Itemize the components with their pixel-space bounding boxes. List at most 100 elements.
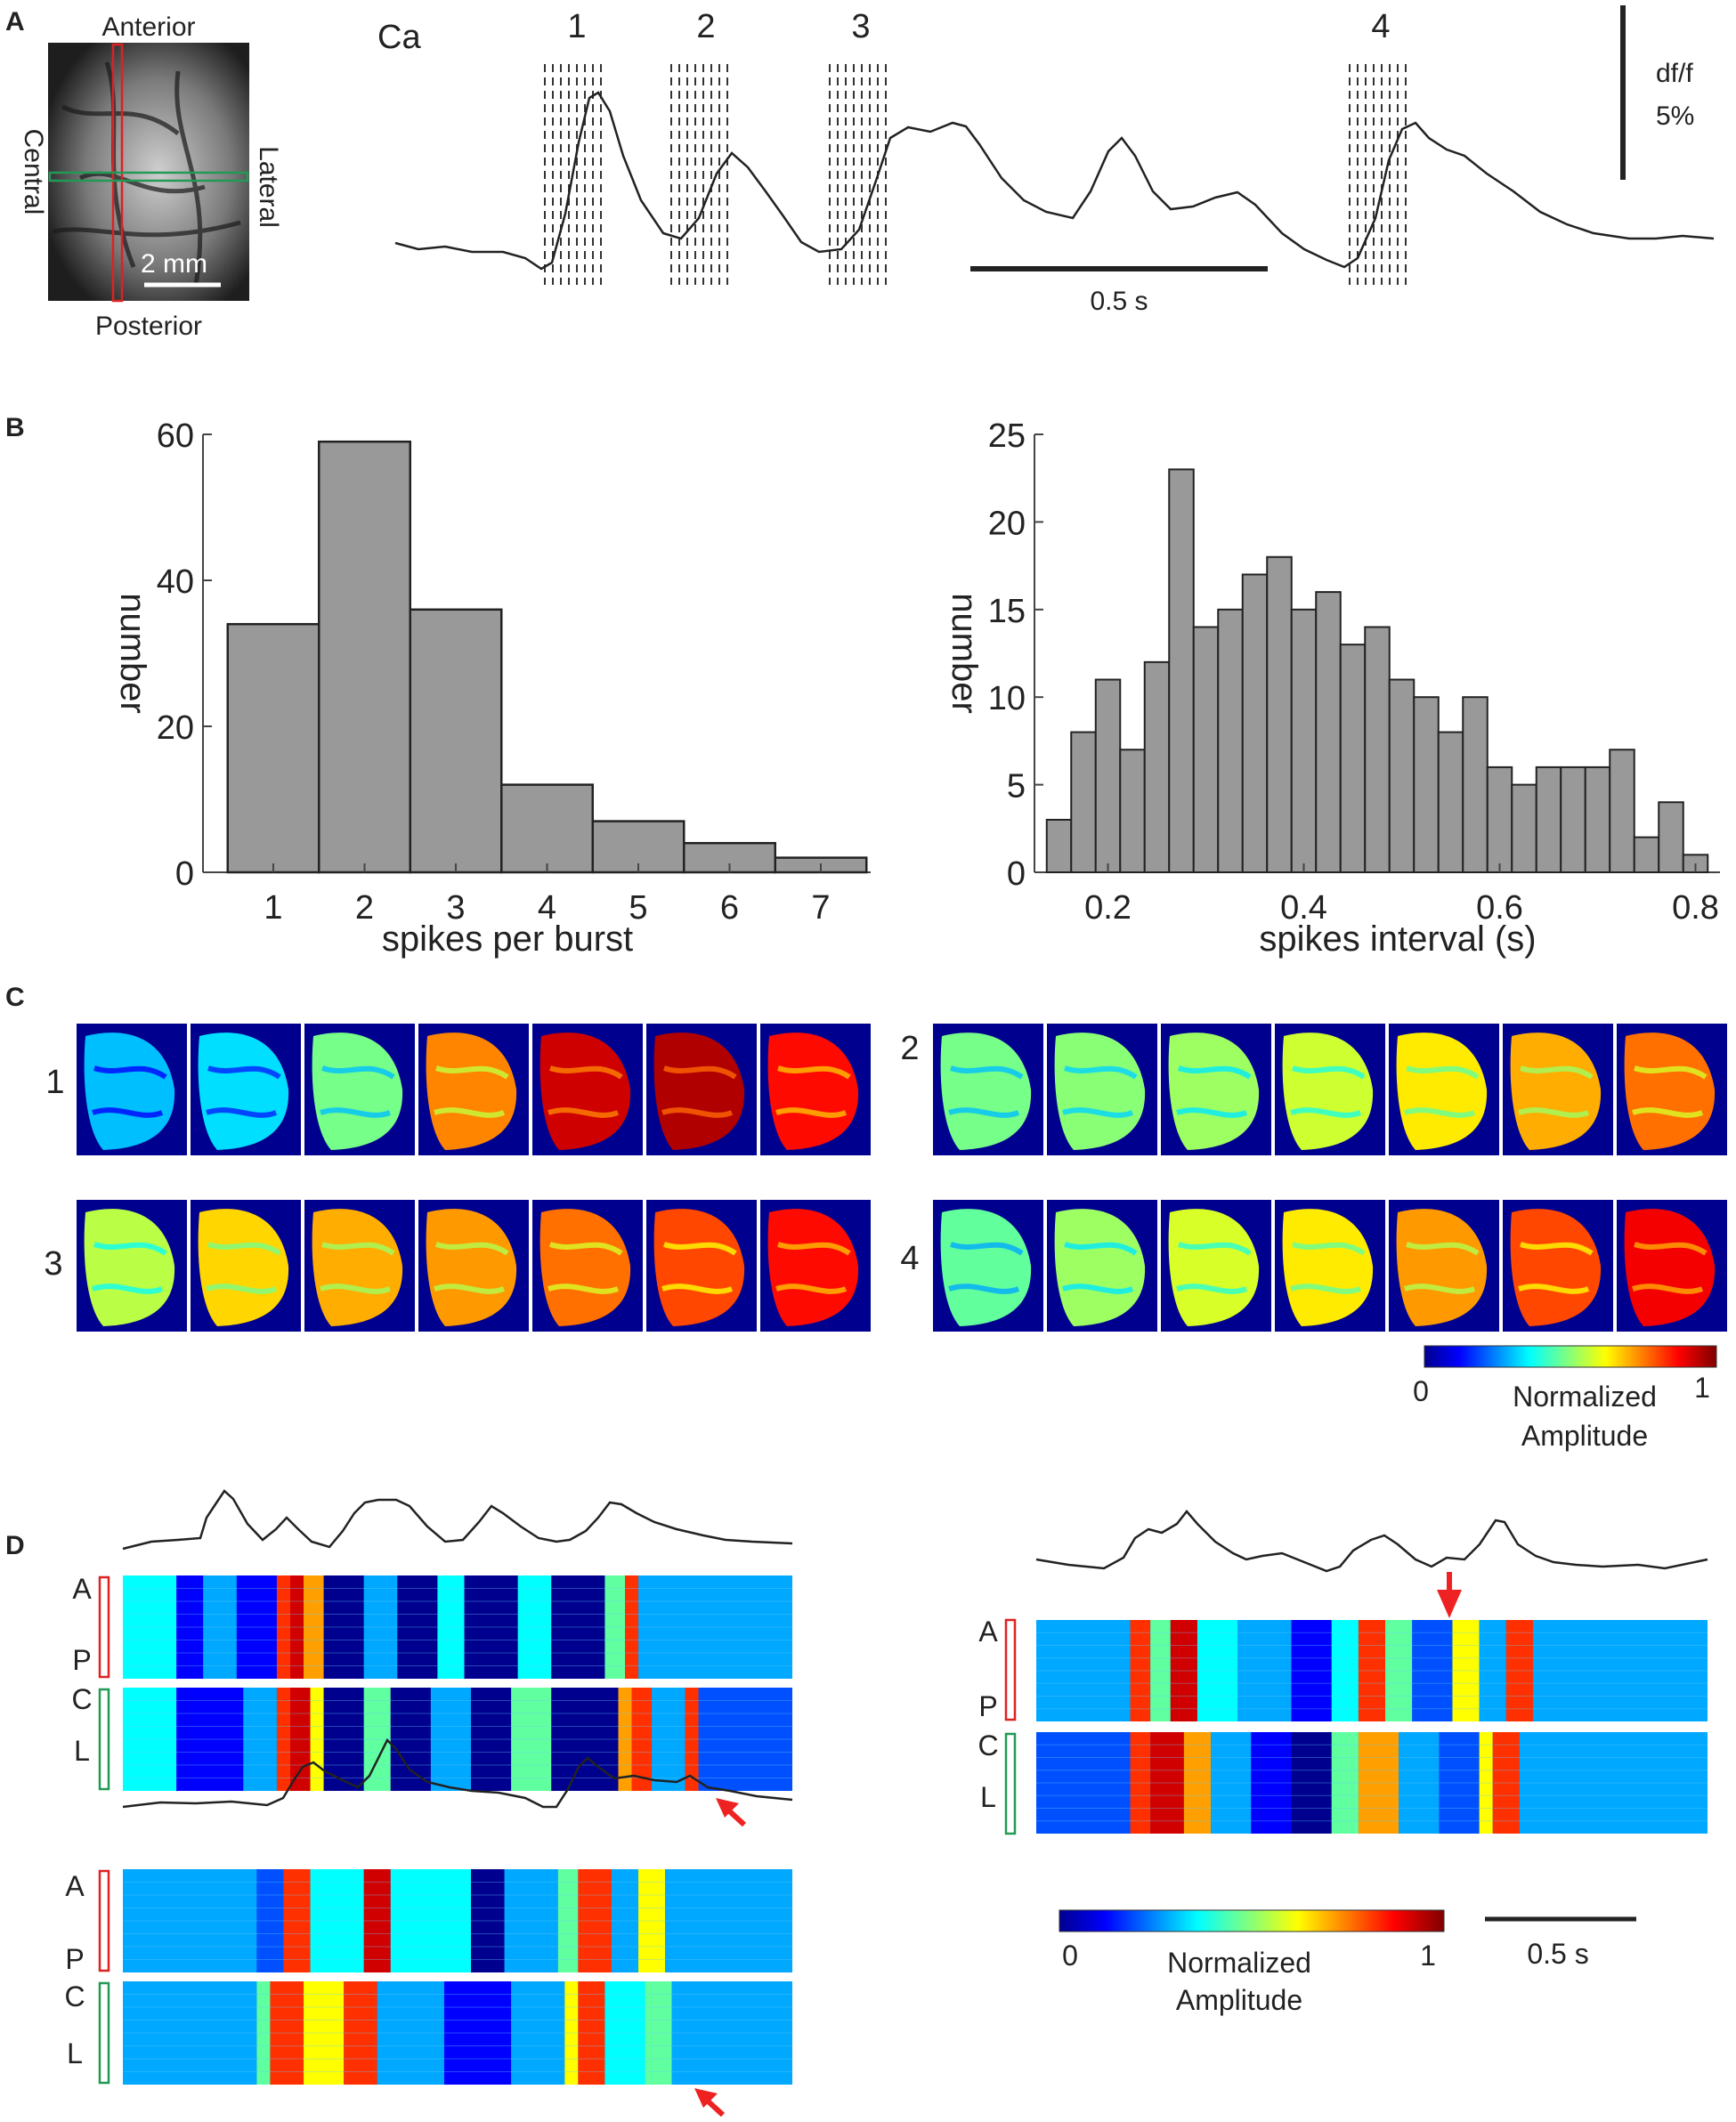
d3-cl-map-stripe-1 bbox=[1036, 1732, 1131, 1834]
d2-cl-map-stripe-3 bbox=[270, 1981, 304, 2085]
d1-cl-map-stripe-4 bbox=[276, 1688, 290, 1791]
b2-bar-24 bbox=[1609, 749, 1635, 873]
d2-ap-map-stripe-9 bbox=[557, 1869, 579, 1972]
b2-ytick-label: 10 bbox=[988, 680, 1026, 717]
d3-label-a: A bbox=[978, 1616, 998, 1648]
d2-ap-map bbox=[123, 1869, 792, 1972]
d3-ap-map bbox=[1036, 1620, 1708, 1721]
trace-label-ca: Ca bbox=[377, 19, 421, 56]
map-3-1 bbox=[77, 1200, 187, 1332]
d2-trace bbox=[122, 1737, 793, 1809]
d2-ap-map-stripe-5 bbox=[363, 1869, 391, 1972]
d1-label-p: P bbox=[72, 1644, 91, 1676]
map-3-7 bbox=[760, 1200, 871, 1332]
b2-bar-15 bbox=[1388, 678, 1416, 874]
d1-cl-map-stripe-15 bbox=[631, 1688, 653, 1791]
d3-cl-map-stripe-8 bbox=[1331, 1732, 1359, 1834]
b1-ytick-label: 60 bbox=[157, 417, 194, 455]
b1-xtick-label: 1 bbox=[264, 889, 282, 927]
map-cortex bbox=[1168, 1033, 1260, 1150]
activity-maps bbox=[77, 1024, 1727, 1332]
colorbar-c-label-1: Normalized bbox=[1513, 1381, 1657, 1413]
d1-ap-map-stripe-3 bbox=[203, 1575, 237, 1679]
map-texture bbox=[1290, 1065, 1366, 1118]
d1-label-l: L bbox=[74, 1735, 90, 1767]
map-cortex bbox=[1510, 1033, 1602, 1150]
d3-ap-map-stripe-2 bbox=[1130, 1620, 1151, 1721]
d2-cl-map bbox=[123, 1981, 792, 2085]
d3-cl-map-stripe-5 bbox=[1211, 1732, 1252, 1834]
d1-ap-map-stripe-9 bbox=[363, 1575, 398, 1679]
b1-ytick-label: 40 bbox=[157, 563, 194, 601]
b2-bar-8 bbox=[1217, 608, 1244, 873]
colorbar-d-label-1: Normalized bbox=[1167, 1947, 1311, 1979]
map-row-label-4: 4 bbox=[900, 1240, 919, 1277]
d1-ap-map-stripe-10 bbox=[397, 1575, 438, 1679]
b2-bar-4 bbox=[1119, 749, 1146, 873]
colorbar-d-max: 1 bbox=[1420, 1940, 1436, 1972]
map-texture bbox=[548, 1242, 623, 1294]
map-texture bbox=[1632, 1065, 1708, 1118]
map-2-1 bbox=[933, 1024, 1043, 1155]
map-cortex bbox=[539, 1209, 631, 1326]
b1-xtick-label: 4 bbox=[538, 889, 556, 927]
b2-bar-14 bbox=[1364, 626, 1391, 873]
map-texture bbox=[1176, 1065, 1252, 1118]
d2-ap-map-stripe-7 bbox=[471, 1869, 505, 1972]
d2-ap-map-stripe-10 bbox=[578, 1869, 612, 1972]
d2-cl-map-stripe-4 bbox=[304, 1981, 345, 2085]
d3-cl-map-stripe-14 bbox=[1519, 1732, 1708, 1834]
d3-label-c: C bbox=[978, 1729, 998, 1762]
mm-scale-label: 2 mm bbox=[141, 249, 207, 279]
b2-ytick-label: 15 bbox=[988, 593, 1026, 630]
b1-bar-3 bbox=[409, 608, 503, 874]
d1-red-marker bbox=[98, 1575, 110, 1679]
b1-xtick-label: 5 bbox=[629, 889, 647, 927]
map-1-2 bbox=[191, 1024, 301, 1155]
d3-ap-map-stripe-12 bbox=[1452, 1620, 1480, 1721]
d1-label-c: C bbox=[71, 1683, 92, 1715]
d2-cl-map-stripe-10 bbox=[578, 1981, 605, 2085]
map-cortex bbox=[312, 1209, 403, 1326]
d1-green-marker bbox=[98, 1688, 110, 1791]
map-4-5 bbox=[1389, 1200, 1499, 1332]
map-3-2 bbox=[191, 1200, 301, 1332]
map-cortex bbox=[1282, 1033, 1374, 1150]
d2-cl-map-stripe-5 bbox=[344, 1981, 377, 2085]
d1-cl-map-stripe-17 bbox=[685, 1688, 699, 1791]
map-cortex bbox=[653, 1209, 745, 1326]
b1-xtick-label: 2 bbox=[355, 889, 374, 927]
d3-ap-map-stripe-4 bbox=[1170, 1620, 1197, 1721]
d1-ap-map-stripe-12 bbox=[464, 1575, 518, 1679]
map-2-2 bbox=[1047, 1024, 1157, 1155]
b1-xtick-label: 7 bbox=[811, 889, 830, 927]
b1-xlabel: spikes per burst bbox=[382, 919, 633, 959]
d2-cl-map-stripe-11 bbox=[604, 1981, 645, 2085]
time-scale-label-a: 0.5 s bbox=[1090, 287, 1148, 316]
d1-arrow bbox=[716, 1798, 747, 1827]
d3-ap-map-stripe-13 bbox=[1479, 1620, 1506, 1721]
b2-xtick-label: 0.2 bbox=[1084, 889, 1132, 927]
b2-bar-7 bbox=[1192, 626, 1220, 873]
label-posterior: Posterior bbox=[95, 312, 202, 341]
d2-cl-map-stripe-8 bbox=[511, 1981, 565, 2085]
d1-ap-map-stripe-17 bbox=[638, 1575, 792, 1679]
colorbar-c-min: 0 bbox=[1413, 1375, 1429, 1407]
d2-cl-map-stripe-12 bbox=[645, 1981, 672, 2085]
b1-bar-1 bbox=[226, 622, 320, 874]
chart-spikes-per-burst: 0 20 40 60 number spikes per burst 1 2 3 4 5 6 7 bbox=[113, 417, 871, 959]
colorbar-d bbox=[1059, 1909, 1445, 1932]
d2-ap-map-stripe-12 bbox=[638, 1869, 666, 1972]
d1-cl-map-stripe-8 bbox=[363, 1688, 391, 1791]
map-cortex bbox=[312, 1033, 403, 1150]
map-cortex bbox=[1054, 1209, 1146, 1326]
b2-bar-6 bbox=[1168, 468, 1195, 873]
map-texture bbox=[1404, 1065, 1480, 1118]
brain-image: 2 mm bbox=[48, 43, 249, 303]
map-cortex bbox=[767, 1209, 859, 1326]
b2-bar-18 bbox=[1462, 696, 1489, 874]
b2-bar-19 bbox=[1486, 765, 1513, 873]
d1-cl-map-stripe-18 bbox=[698, 1688, 792, 1791]
map-cortex bbox=[426, 1209, 517, 1326]
map-texture bbox=[661, 1242, 737, 1294]
